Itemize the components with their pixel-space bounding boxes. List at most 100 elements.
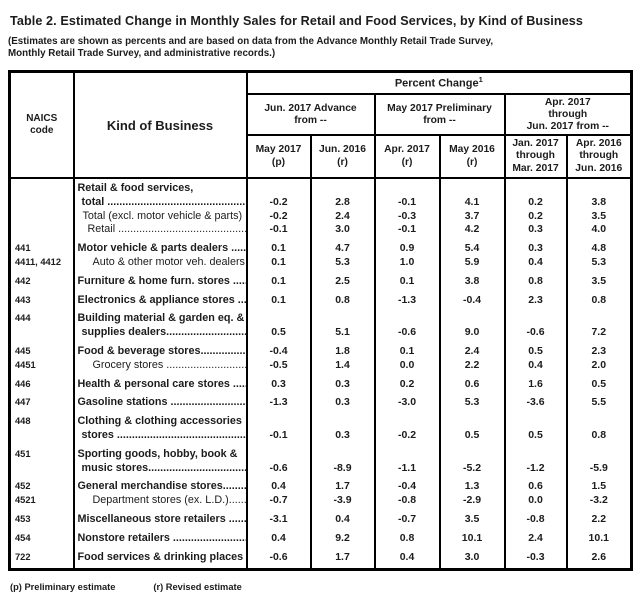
table-row: 447 Gasoline stations ..................…: [8, 391, 633, 411]
naics-code-cell: 4521: [8, 494, 75, 508]
value-cell: -0.7: [373, 507, 441, 527]
row-label: Furniture & home furn. stores ..........…: [77, 274, 245, 287]
table-row: 452 General merchandise stores..........…: [8, 475, 633, 495]
value-cell: 3.5: [565, 209, 633, 224]
value-cell: 9.2: [309, 526, 376, 546]
kind-of-business-cell: Clothing & clothing accessories stores .…: [72, 410, 248, 443]
row-label: Grocery stores .........................…: [92, 358, 245, 371]
value-cell: 0.4: [245, 475, 312, 495]
kind-of-business-cell: Auto & other motor veh. dealers ....: [72, 255, 248, 270]
row-label-line2: supplies dealers........................…: [81, 326, 245, 339]
value-cell: 0.8: [373, 526, 441, 546]
table-row: 444 Building material & garden eq. & sup…: [8, 307, 633, 340]
value-cell: -0.6: [245, 442, 312, 476]
table-row: Total (excl. motor vehicle & parts) ....…: [8, 209, 633, 224]
kind-of-business-cell: Grocery stores .........................…: [72, 358, 248, 373]
row-label: Food services & drinking places ....: [77, 550, 246, 563]
value-cell: -0.1: [373, 178, 441, 210]
row-label: Motor vehicle & parts dealers ..........…: [77, 242, 245, 255]
value-cell: 0.8: [309, 288, 376, 308]
value-cell: 4.2: [438, 223, 506, 238]
table-row: 441 Motor vehicle & parts dealers ......…: [8, 237, 633, 256]
naics-code-cell: 4451: [8, 358, 75, 373]
value-cell: 0.1: [373, 269, 441, 289]
value-cell: 2.4: [309, 209, 376, 224]
value-cell: 2.4: [503, 526, 568, 546]
value-cell: 3.5: [565, 269, 633, 289]
value-cell: 0.4: [373, 545, 441, 570]
kind-of-business-cell: Miscellaneous store retailers ..........…: [72, 507, 248, 527]
value-cell: -8.9: [309, 442, 376, 476]
value-cell: -5.2: [438, 442, 506, 476]
value-cell: 0.2: [503, 209, 568, 224]
value-cell: -1.3: [245, 391, 312, 411]
value-cell: 1.0: [373, 255, 441, 270]
value-cell: 4.8: [565, 237, 633, 256]
retail-sales-table: NAICS code Kind of Business Percent Chan…: [8, 70, 634, 572]
value-cell: 0.4: [245, 526, 312, 546]
value-cell: 4.1: [438, 178, 506, 210]
naics-code-cell: 454: [8, 526, 75, 546]
value-cell: 0.0: [503, 494, 568, 508]
value-cell: 3.8: [565, 178, 633, 210]
naics-code-cell: 453: [8, 507, 75, 527]
header-group-apr-jun-2017: Apr. 2017 through Jun. 2017 from --: [503, 93, 633, 136]
row-label: Auto & other motor veh. dealers ....: [92, 255, 246, 268]
value-cell: -3.9: [309, 494, 376, 508]
value-cell: 0.5: [245, 307, 312, 340]
value-cell: 1.5: [565, 475, 633, 495]
value-cell: -0.8: [373, 494, 441, 508]
row-label-line2: total ..................................…: [81, 195, 246, 208]
value-cell: 0.0: [373, 358, 441, 373]
row-label: Retail & food services,: [77, 182, 194, 194]
header-col-may2017p: May 2017 (p): [245, 134, 312, 179]
table-row: 4451 Grocery stores ....................…: [8, 358, 633, 373]
row-label-line2: stores .................................…: [81, 428, 246, 441]
value-cell: 0.3: [503, 237, 568, 256]
header-col-jan-mar-2017: Jan. 2017 through Mar. 2017: [503, 134, 568, 179]
naics-code-cell: 4411, 4412: [8, 255, 75, 270]
value-cell: 0.1: [245, 255, 312, 270]
value-cell: -0.2: [245, 209, 312, 224]
table-row: 4521 Department stores (ex. L.D.).......…: [8, 494, 633, 508]
row-label: Miscellaneous store retailers ..........…: [77, 512, 245, 525]
kind-of-business-cell: Retail & food services, total ..........…: [72, 178, 248, 210]
table-row: 443 Electronics & appliance stores .....…: [8, 288, 633, 308]
table-header: NAICS code Kind of Business Percent Chan…: [8, 70, 633, 179]
value-cell: -0.1: [245, 223, 312, 238]
value-cell: 5.9: [438, 255, 506, 270]
value-cell: 0.1: [245, 288, 312, 308]
value-cell: 4.7: [309, 237, 376, 256]
value-cell: 0.8: [565, 288, 633, 308]
row-label: Electronics & appliance stores .........…: [77, 293, 245, 306]
value-cell: 1.7: [309, 545, 376, 570]
naics-code-cell: [8, 223, 75, 238]
value-cell: 2.2: [565, 507, 633, 527]
value-cell: -1.3: [373, 288, 441, 308]
value-cell: 0.4: [309, 507, 376, 527]
value-cell: 5.3: [309, 255, 376, 270]
value-cell: -0.5: [245, 358, 312, 373]
header-col-may2016r: May 2016 (r): [438, 134, 506, 179]
value-cell: -0.1: [373, 223, 441, 238]
value-cell: 2.6: [565, 545, 633, 570]
row-label: Department stores (ex. L.D.)...........: [92, 494, 246, 507]
naics-code-cell: 447: [8, 391, 75, 411]
value-cell: 0.2: [373, 372, 441, 392]
value-cell: 0.3: [245, 372, 312, 392]
footnote-revised: (r) Revised estimate: [153, 582, 242, 592]
value-cell: -0.4: [245, 339, 312, 359]
value-cell: 3.7: [438, 209, 506, 224]
row-label: Gasoline stations ......................…: [77, 396, 246, 409]
value-cell: 5.4: [438, 237, 506, 256]
header-naics-code: NAICS code: [8, 70, 75, 179]
naics-code-cell: 445: [8, 339, 75, 359]
value-cell: -1.2: [503, 442, 568, 476]
naics-code-cell: [8, 209, 75, 224]
naics-code-cell: 444: [8, 307, 75, 340]
value-cell: 0.2: [503, 178, 568, 210]
value-cell: -0.4: [438, 288, 506, 308]
table-row: 722 Food services & drinking places ....…: [8, 545, 633, 570]
value-cell: -1.1: [373, 442, 441, 476]
